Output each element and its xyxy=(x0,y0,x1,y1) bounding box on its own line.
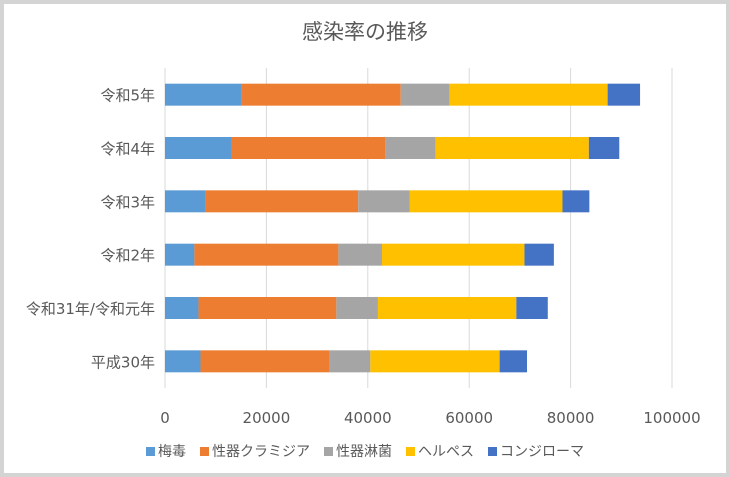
bar-segment xyxy=(400,83,450,106)
legend-swatch xyxy=(488,446,497,456)
bar-segment xyxy=(205,190,359,213)
bar-segment xyxy=(449,83,608,106)
x-tick-label: 80000 xyxy=(547,409,595,427)
x-tick-labels: 0 20000 40000 60000 80000 100000 xyxy=(160,409,700,427)
legend-label: 性器クラミジア xyxy=(212,444,310,460)
legend-label: 梅毒 xyxy=(158,444,186,460)
bar-segment xyxy=(377,297,517,319)
bar-segment xyxy=(524,243,554,266)
x-tick-label: 100000 xyxy=(643,409,700,427)
legend-swatch xyxy=(406,446,415,456)
bar-segment xyxy=(194,243,339,266)
x-tick-label: 0 xyxy=(160,409,170,427)
bar-segment xyxy=(499,350,527,373)
legend-label: ヘルペス xyxy=(418,444,474,460)
bar-segment xyxy=(165,243,195,266)
gridlines xyxy=(164,68,673,388)
bar-segment xyxy=(588,137,620,159)
category-label: 令和5年 xyxy=(100,87,155,105)
bar-segment xyxy=(165,350,201,373)
bar-segment xyxy=(435,137,589,159)
bar-segment xyxy=(200,350,330,373)
chart-title: 感染率の推移 xyxy=(302,20,428,44)
bar-segment xyxy=(165,83,242,106)
category-label: 令和2年 xyxy=(100,247,155,265)
x-tick-label: 20000 xyxy=(243,409,291,427)
legend-item: 性器クラミジア xyxy=(200,441,310,461)
category-label: 令和4年 xyxy=(100,140,155,158)
category-labels: 平成30年 令和31年/令和元年 令和2年 令和3年 令和4年 令和5年 xyxy=(26,87,155,372)
bar-segment xyxy=(607,83,641,106)
bar-segment xyxy=(338,243,382,266)
legend-item: 性器淋菌 xyxy=(324,441,392,461)
legend-label: コンジローマ xyxy=(500,444,584,460)
bar-segment xyxy=(370,350,500,373)
bar-segment xyxy=(336,297,378,319)
bars xyxy=(165,83,641,373)
bar-segment xyxy=(381,243,525,266)
legend-swatch xyxy=(146,446,155,456)
bar-segment xyxy=(165,297,199,319)
legend-label: 性器淋菌 xyxy=(336,444,392,460)
bar-segment xyxy=(231,137,386,159)
bar-segment xyxy=(329,350,371,373)
bar-segment xyxy=(385,137,436,159)
bar-segment xyxy=(165,190,206,213)
legend-item: ヘルペス xyxy=(406,441,474,461)
legend: 梅毒 性器クラミジア 性器淋菌 ヘルペス コンジローマ xyxy=(0,441,730,461)
bar-segment xyxy=(516,297,548,319)
legend-item: コンジローマ xyxy=(488,441,584,461)
legend-swatch xyxy=(200,446,209,456)
bar-segment xyxy=(562,190,590,213)
bar-segment xyxy=(165,137,232,159)
x-tick-label: 40000 xyxy=(344,409,392,427)
category-label: 平成30年 xyxy=(91,353,155,371)
bar-segment xyxy=(358,190,410,213)
bar-segment xyxy=(241,83,401,106)
bar-segment xyxy=(198,297,337,319)
category-label: 令和31年/令和元年 xyxy=(26,300,155,318)
legend-item: 梅毒 xyxy=(146,441,186,461)
x-tick-label: 60000 xyxy=(445,409,493,427)
legend-swatch xyxy=(324,446,333,456)
bar-segment xyxy=(409,190,563,213)
category-label: 令和3年 xyxy=(100,193,155,211)
